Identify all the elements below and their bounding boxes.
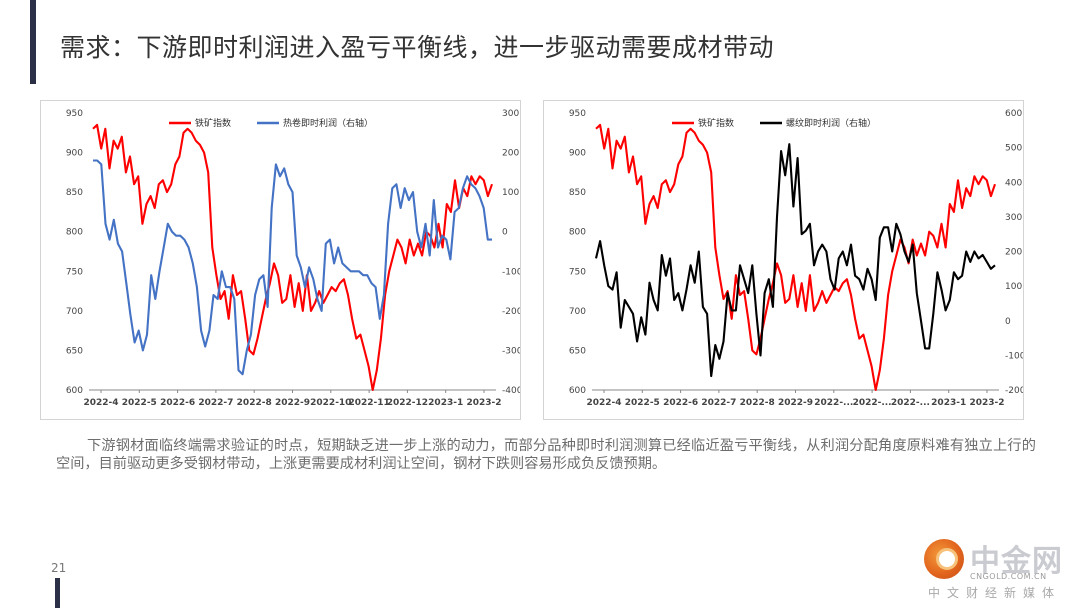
y-right-tick-label: 600	[1005, 109, 1022, 119]
y-left-tick-label: 850	[569, 188, 586, 198]
legend-label: 热卷即时利润（右轴）	[283, 117, 373, 129]
watermark-subtitle: 中文财经新媒体	[928, 586, 1062, 600]
y-right-tick-label: 100	[502, 188, 519, 198]
y-right-tick-label: 0	[502, 228, 508, 238]
y-left-tick-label: 600	[569, 386, 586, 396]
y-right-tick-label: 300	[1005, 213, 1022, 223]
x-tick-label: 2022-7	[198, 398, 233, 408]
x-tick-label: 2022-9	[275, 398, 310, 408]
watermark-brand: 中金网	[970, 544, 1063, 579]
x-tick-label: 2023-1	[428, 398, 463, 408]
page-number: 21	[51, 561, 67, 575]
x-tick-label: 2023-2	[466, 398, 501, 408]
x-tick-label: 2023-1	[931, 398, 966, 408]
y-left-tick-label: 850	[66, 188, 83, 198]
legend-label: 铁矿指数	[195, 117, 231, 129]
y-left-tick-label: 650	[569, 346, 586, 356]
x-tick-label: 2022-...	[891, 398, 930, 408]
y-left-tick-label: 750	[569, 267, 586, 277]
y-left-tick-label: 900	[569, 149, 586, 159]
y-left-tick-label: 700	[569, 307, 586, 317]
chart-iron-ore-vs-hot-rolled-profit: 950 900 850 800 750 700 650 600 300 200 100 0 -100 -2…	[66, 109, 520, 408]
x-tick-label: 2022-...	[853, 398, 892, 408]
legend-label: 螺纹即时利润（右轴）	[786, 117, 876, 129]
y-left-tick-label: 950	[569, 109, 586, 119]
y-right-tick-label: 200	[1005, 248, 1022, 258]
brand-logo-icon	[924, 539, 964, 579]
y-left-tick-label: 750	[66, 267, 83, 277]
y-right-tick-label: 300	[502, 109, 519, 119]
x-tick-label: 2022-8	[740, 398, 775, 408]
y-right-tick-label: -100	[502, 267, 520, 277]
x-tick-label: 2022-...	[814, 398, 853, 408]
caption-text: 下游钢材面临终端需求验证的时点，短期缺乏进一步上涨的动力，而部分品种即时利润测算…	[56, 438, 1036, 472]
page-title: 需求：下游即时利润进入盈亏平衡线，进一步驱动需要成材带动	[60, 33, 775, 62]
y-left-tick-label: 900	[66, 149, 83, 159]
x-tick-label: 2023-2	[969, 398, 1004, 408]
x-tick-label: 2022-6	[160, 398, 195, 408]
y-right-tick-label: -200	[1005, 386, 1023, 396]
watermark: 中金网 CNGOLD.COM.CN 中文财经新媒体	[918, 536, 1068, 602]
y-right-tick-label: 100	[1005, 282, 1022, 292]
y-right-tick-label: 400	[1005, 178, 1022, 188]
x-tick-label: 2022-9	[778, 398, 813, 408]
x-tick-label: 2022-11	[348, 398, 389, 408]
x-tick-label: 2022-8	[237, 398, 272, 408]
legend-label: 铁矿指数	[698, 117, 734, 129]
y-right-tick-label: -300	[502, 346, 520, 356]
y-right-tick-label: 200	[502, 149, 519, 159]
y-right-tick-label: -100	[1005, 351, 1023, 361]
x-tick-label: 2022-6	[663, 398, 698, 408]
y-left-tick-label: 800	[569, 228, 586, 238]
x-tick-label: 2022-10	[310, 398, 351, 408]
x-tick-label: 2022-7	[701, 398, 736, 408]
series-line-profit	[594, 143, 996, 378]
watermark-domain: CNGOLD.COM.CN	[970, 572, 1047, 581]
chart-panel-right: 950 900 850 800 750 700 650 600 600 500 400 300 200 1…	[543, 100, 1024, 420]
y-left-tick-label: 600	[66, 386, 83, 396]
y-right-tick-label: 500	[1005, 144, 1022, 154]
y-left-tick-label: 800	[66, 228, 83, 238]
series-line-profit	[93, 159, 492, 376]
y-left-tick-label: 950	[66, 109, 83, 119]
x-tick-label: 2022-4	[586, 398, 621, 408]
x-tick-label: 2022-12	[387, 398, 428, 408]
title-accent-bar	[30, 0, 36, 84]
y-right-tick-label: -400	[502, 386, 520, 396]
y-left-tick-label: 650	[66, 346, 83, 356]
x-tick-label: 2022-4	[83, 398, 118, 408]
chart-panel-left: 950 900 850 800 750 700 650 600 300 200 100 0 -100 -2…	[40, 100, 521, 420]
series-line-iron-ore	[92, 123, 493, 392]
footer-accent-bar	[55, 578, 60, 608]
series-line-iron-ore	[595, 123, 996, 392]
y-right-tick-label: 0	[1005, 317, 1011, 327]
x-tick-label: 2022-5	[122, 398, 157, 408]
y-left-tick-label: 700	[66, 307, 83, 317]
y-right-tick-label: -200	[502, 307, 520, 317]
chart-iron-ore-vs-rebar-profit: 950 900 850 800 750 700 650 600 600 500 400 300 200 1…	[569, 109, 1023, 408]
x-tick-label: 2022-5	[625, 398, 660, 408]
